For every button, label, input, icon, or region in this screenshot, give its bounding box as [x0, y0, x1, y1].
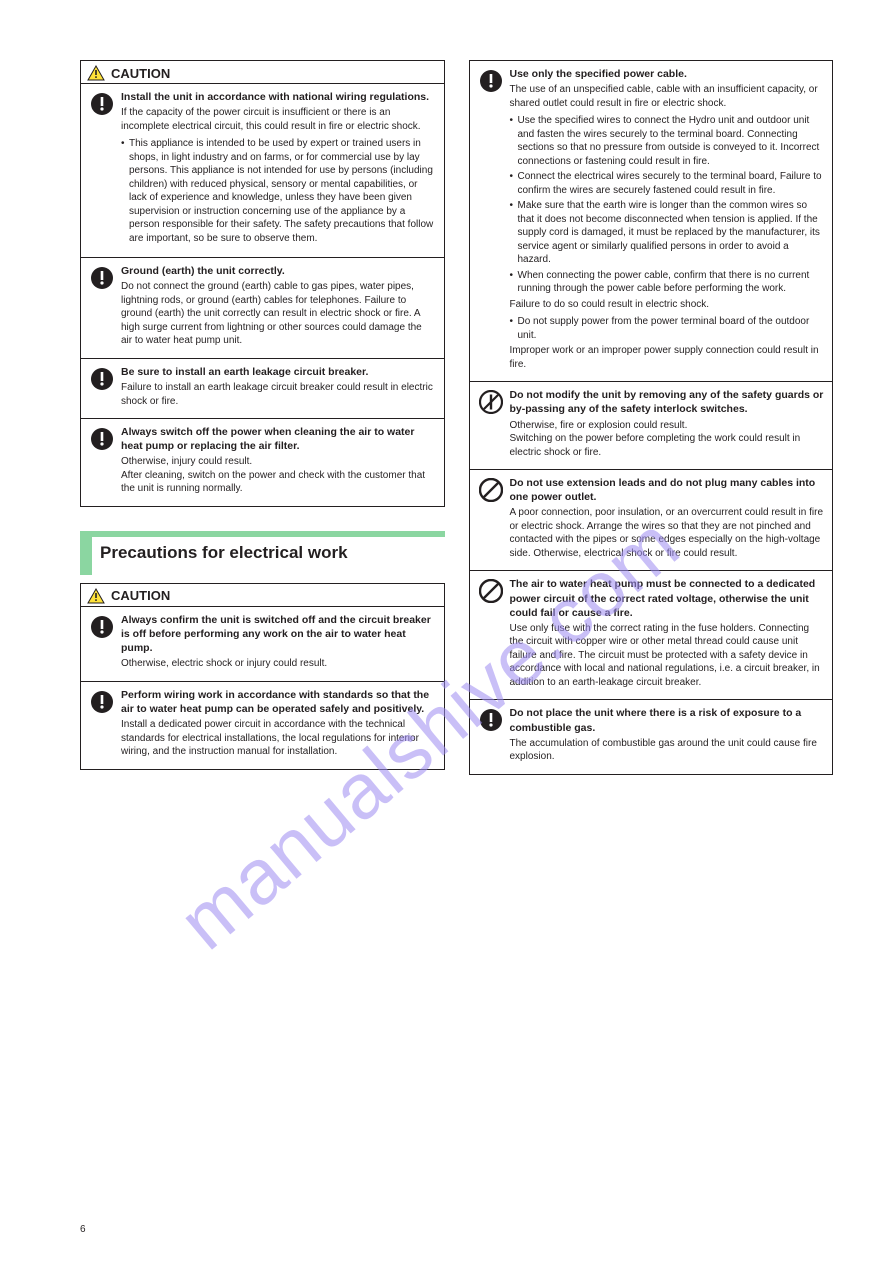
mandatory-icon	[89, 90, 115, 116]
mandatory-icon	[89, 613, 115, 639]
lead-text: Always confirm the unit is switched off …	[121, 613, 436, 656]
section-bar-left	[80, 537, 92, 575]
caution-box: Ground (earth) the unit correctly. Do no…	[80, 258, 445, 359]
body-text: Do not connect the ground (earth) cable …	[121, 280, 436, 348]
left-column: CAUTION Install the unit in accordance w…	[80, 60, 445, 775]
warning-triangle-icon	[87, 588, 105, 604]
caution-box: Be sure to install an earth leakage circ…	[80, 359, 445, 419]
caution-box: Perform wiring work in accordance with s…	[80, 682, 445, 770]
bullet-item: Make sure that the earth wire is longer …	[510, 199, 825, 267]
caution-box: Always switch off the power when cleanin…	[80, 419, 445, 507]
caution-box: Install the unit in accordance with nati…	[80, 83, 445, 258]
body-text: Install a dedicated power circuit in acc…	[121, 718, 436, 759]
body-text: If the capacity of the power circuit is …	[121, 106, 436, 133]
bullet-item: When connecting the power cable, confirm…	[510, 269, 825, 296]
prohibition-icon	[478, 476, 504, 502]
mandatory-icon	[89, 264, 115, 290]
caution-box: Do not place the unit where there is a r…	[469, 700, 834, 774]
body-text: Use only fuse with the correct rating in…	[510, 622, 825, 690]
caution-box: The air to water heat pump must be conne…	[469, 571, 834, 700]
mandatory-icon	[89, 688, 115, 714]
mandatory-icon	[89, 425, 115, 451]
lead-text: Perform wiring work in accordance with s…	[121, 688, 436, 716]
mandatory-icon	[478, 706, 504, 732]
caution-header-left2: CAUTION	[80, 583, 445, 606]
section-title-text: Precautions for electrical work	[92, 537, 348, 575]
body-text: Failure to do so could result in electri…	[510, 298, 825, 312]
lead-text: Use only the specified power cable.	[510, 67, 825, 81]
body-text: Otherwise, electric shock or injury coul…	[121, 657, 436, 671]
caution-box: Use only the specified power cable. The …	[469, 60, 834, 382]
caution-label: CAUTION	[111, 588, 170, 603]
mandatory-icon	[89, 365, 115, 391]
body-text: A poor connection, poor insulation, or a…	[510, 506, 825, 560]
bullet-item: Use the specified wires to connect the H…	[510, 114, 825, 168]
bullet-list: This appliance is intended to be used by…	[121, 137, 436, 245]
lead-text: Install the unit in accordance with nati…	[121, 90, 436, 104]
warning-triangle-icon	[87, 65, 105, 81]
body-text: The use of an unspecified cable, cable w…	[510, 83, 825, 110]
lead-text: Be sure to install an earth leakage circ…	[121, 365, 436, 379]
caution-label: CAUTION	[111, 66, 170, 81]
body-text: The accumulation of combustible gas arou…	[510, 737, 825, 764]
lead-text: Do not place the unit where there is a r…	[510, 706, 825, 734]
no-disassembly-icon	[478, 388, 504, 414]
lead-text: Do not use extension leads and do not pl…	[510, 476, 825, 504]
page-content: CAUTION Install the unit in accordance w…	[0, 0, 893, 815]
bullet-list: Do not supply power from the power termi…	[510, 315, 825, 342]
caution-header-left: CAUTION	[80, 60, 445, 83]
bullet-list: Use the specified wires to connect the H…	[510, 114, 825, 296]
lead-text: Ground (earth) the unit correctly.	[121, 264, 436, 278]
bullet-item: Connect the electrical wires securely to…	[510, 170, 825, 197]
lead-text: Always switch off the power when cleanin…	[121, 425, 436, 453]
caution-box: Do not modify the unit by removing any o…	[469, 382, 834, 470]
caution-box: Always confirm the unit is switched off …	[80, 606, 445, 682]
bullet-item: This appliance is intended to be used by…	[121, 137, 436, 245]
section-heading: Precautions for electrical work	[80, 531, 445, 575]
prohibition-icon	[478, 577, 504, 603]
body-text: Otherwise, fire or explosion could resul…	[510, 419, 825, 460]
body-text: Otherwise, injury could result. After cl…	[121, 455, 436, 496]
bullet-item: Do not supply power from the power termi…	[510, 315, 825, 342]
body-text: Improper work or an improper power suppl…	[510, 344, 825, 371]
right-column: Use only the specified power cable. The …	[469, 60, 834, 775]
body-text: Failure to install an earth leakage circ…	[121, 381, 436, 408]
lead-text: The air to water heat pump must be conne…	[510, 577, 825, 620]
mandatory-icon	[478, 67, 504, 93]
lead-text: Do not modify the unit by removing any o…	[510, 388, 825, 416]
page-number: 6	[80, 1224, 86, 1235]
caution-box: Do not use extension leads and do not pl…	[469, 470, 834, 571]
